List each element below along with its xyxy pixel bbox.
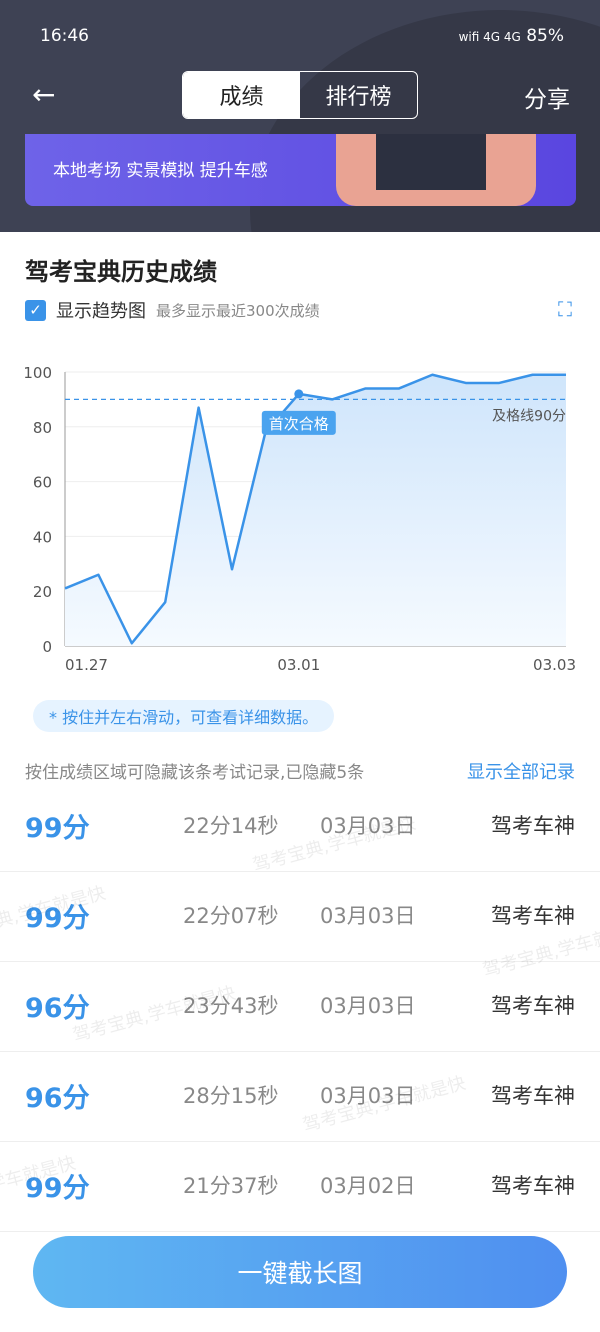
record-date: 03月03日 (320, 1084, 416, 1108)
record-time: 28分15秒 (183, 1084, 279, 1108)
record-score: 99分 (25, 1173, 90, 1204)
check-icon: ✓ (25, 299, 46, 321)
record-title: 驾考车神 (491, 814, 575, 838)
fullscreen-icon[interactable]: ⛶ (558, 297, 572, 321)
y-tick-label: 0 (42, 638, 52, 656)
arrow-left-icon[interactable]: ← (32, 78, 56, 111)
first-pass-badge (261, 410, 336, 435)
record-score: 99分 (25, 903, 90, 934)
x-tick-label: 01.27 (65, 656, 108, 674)
screenshot-button[interactable]: 一键截长图 (33, 1236, 567, 1308)
y-tick-label: 20 (33, 583, 52, 601)
nav-bar: ← 成绩 排行榜 分享 (0, 70, 600, 120)
show-trend-checkbox[interactable]: ✓ 显示趋势图 最多显示最近300次成绩 (25, 297, 320, 323)
record-date: 03月03日 (320, 904, 416, 928)
record-row[interactable]: 99分 22分14秒 03月03日 驾考车神 (0, 782, 600, 872)
record-row[interactable]: 96分 28分15秒 03月03日 驾考车神 (0, 1052, 600, 1142)
tab-scores[interactable]: 成绩 (183, 72, 300, 118)
record-score: 96分 (25, 1083, 90, 1114)
swipe-hint: * 按住并左右滑动，可查看详细数据。 (33, 700, 335, 732)
record-list: 99分 22分14秒 03月03日 驾考车神 99分 22分07秒 03月03日 驾考车神 96… (0, 782, 600, 1232)
record-score: 96分 (25, 993, 90, 1024)
record-time: 22分07秒 (183, 904, 279, 928)
signal-icon: wifi 4G 4G (458, 30, 521, 44)
y-tick-label: 40 (33, 528, 52, 546)
page-title: 驾考宝典历史成绩 (25, 258, 217, 286)
clock: 16:46 (40, 26, 89, 46)
battery: 85% (526, 26, 564, 46)
header: 16:46 wifi 4G 4G 85% ← 成绩 排行榜 分享 本地考场 实景… (0, 0, 600, 232)
record-title: 驾考车神 (491, 904, 575, 928)
x-tick-label: 03.03 (533, 656, 576, 674)
record-row[interactable]: 99分 21分37秒 03月02日 驾考车神 (0, 1142, 600, 1232)
ad-banner[interactable]: 本地考场 实景模拟 提升车感 (25, 134, 576, 206)
record-time: 23分43秒 (183, 994, 279, 1018)
record-time: 21分37秒 (183, 1174, 279, 1198)
tab-ranking[interactable]: 排行榜 (325, 85, 392, 110)
record-title: 驾考车神 (491, 1174, 575, 1198)
status-bar: 16:46 wifi 4G 4G 85% (40, 26, 564, 50)
tab-switch: 成绩 排行榜 (182, 71, 418, 119)
record-title: 驾考车神 (491, 994, 575, 1018)
y-tick-label: 80 (33, 419, 52, 437)
record-date: 03月02日 (320, 1174, 416, 1198)
trend-chart[interactable]: 0 20 40 60 80 100 及格线90分 首次合格 01.27 03.01 03.03 (0, 350, 600, 690)
record-time: 22分14秒 (183, 814, 279, 838)
record-date: 03月03日 (320, 994, 416, 1018)
hidden-note: 按住成绩区域可隐藏该条考试记录,已隐藏5条 (25, 763, 365, 783)
area-fill (65, 374, 566, 646)
y-tick-label: 100 (23, 364, 52, 382)
checkbox-label: 显示趋势图 (56, 301, 146, 322)
pass-line-label: 及格线90分 (492, 408, 566, 424)
show-all-link[interactable]: 显示全部记录 (467, 762, 575, 783)
record-date: 03月03日 (320, 814, 416, 838)
share-button[interactable]: 分享 (524, 87, 570, 113)
x-tick-label: 03.01 (277, 656, 320, 674)
first-pass-label: 首次合格 (269, 415, 329, 433)
series-line (64, 373, 566, 645)
y-tick-label: 60 (33, 474, 52, 492)
trend-note: 最多显示最近300次成绩 (156, 301, 320, 320)
record-score: 99分 (25, 813, 90, 844)
record-row[interactable]: 96分 23分43秒 03月03日 驾考车神 (0, 962, 600, 1052)
banner-text: 本地考场 实景模拟 提升车感 (53, 161, 268, 181)
banner-image-screen (376, 134, 486, 190)
first-pass-point (294, 389, 304, 399)
record-title: 驾考车神 (491, 1084, 575, 1108)
record-row[interactable]: 99分 22分07秒 03月03日 驾考车神 (0, 872, 600, 962)
